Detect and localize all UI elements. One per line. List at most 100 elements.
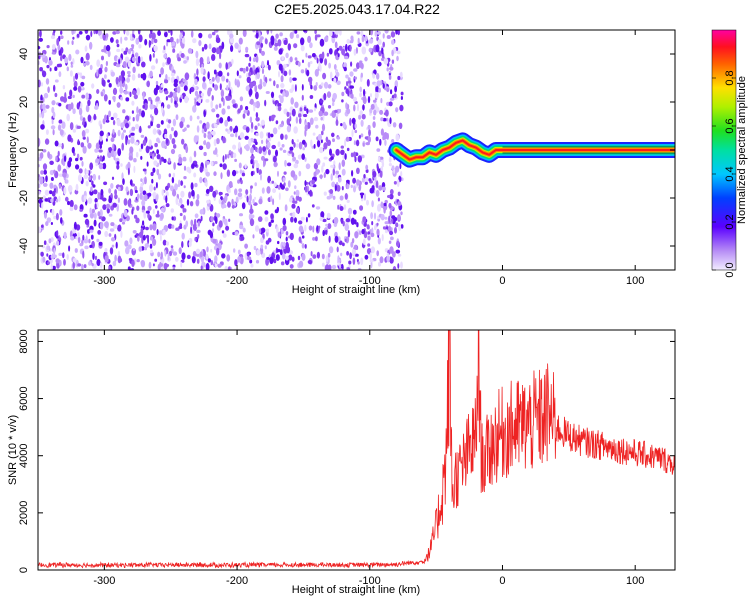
- spectrogram-cell: [62, 252, 65, 259]
- spectrogram-cell: [168, 173, 171, 178]
- spectrogram-cell: [321, 51, 325, 60]
- spectrogram-cell: [377, 237, 381, 245]
- spectrogram-cell: [201, 47, 205, 52]
- spectrogram-cell: [334, 235, 339, 243]
- spectrogram-cell: [67, 40, 70, 45]
- spectrogram-cell: [281, 251, 286, 260]
- spectrogram-cell: [289, 76, 292, 83]
- spectrogram-cell: [105, 61, 108, 66]
- spectrogram-cell: [98, 162, 104, 170]
- spectrogram-cell: [157, 30, 162, 36]
- spectrogram-cell: [43, 240, 47, 245]
- spectrogram-cell: [157, 263, 161, 270]
- spectrogram-cell: [213, 171, 217, 177]
- spectrogram-cell: [377, 39, 382, 45]
- spectrogram-cell: [282, 225, 287, 232]
- spectrogram-cell: [111, 176, 115, 180]
- spectrogram-cell: [68, 245, 71, 252]
- spectrogram-cell: [72, 128, 77, 133]
- spectrogram-cell: [229, 150, 232, 154]
- spectrogram-cell: [146, 80, 150, 88]
- spectrogram-cell: [290, 170, 296, 178]
- spectrogram-cell: [389, 193, 394, 200]
- spectrogram-cell: [205, 99, 210, 103]
- spectrogram-cell: [152, 128, 157, 135]
- spectrogram-cell: [340, 123, 343, 127]
- spectrogram-cell: [319, 216, 324, 222]
- spectrogram-cell: [261, 68, 265, 75]
- spectrogram-cell: [103, 94, 108, 102]
- spectrogram-cell: [172, 266, 176, 270]
- spectrogram-cell: [231, 58, 234, 65]
- spectrogram-cell: [189, 201, 194, 207]
- spectrogram-cell: [195, 58, 199, 66]
- spectrogram-cell: [85, 169, 89, 175]
- spectrogram-cell: [117, 224, 122, 232]
- spectrogram-cell: [290, 216, 294, 223]
- spectrogram-cell: [250, 204, 253, 212]
- spectrogram-cell: [156, 137, 160, 143]
- x-tick-label: -300: [93, 275, 115, 287]
- spectrogram-cell: [131, 90, 137, 95]
- spectrogram-cell: [326, 212, 331, 219]
- spectrogram-cell: [182, 156, 187, 161]
- spectrogram-cell: [114, 254, 117, 262]
- spectrogram-cell: [380, 117, 384, 122]
- spectrogram-cell: [374, 91, 379, 99]
- spectrogram-cell: [231, 198, 234, 206]
- spectrogram-cell: [327, 223, 332, 230]
- spectrogram-cell: [392, 122, 397, 128]
- spectrogram-cell: [381, 234, 384, 242]
- spectrogram-cell: [167, 223, 173, 229]
- spectrogram-cell: [236, 80, 241, 88]
- spectrogram-cell: [116, 161, 120, 166]
- spectrogram-cell: [225, 62, 228, 70]
- spectrogram-cell: [40, 251, 44, 257]
- spectrogram-cell: [100, 123, 103, 130]
- spectrogram-cell: [303, 113, 308, 118]
- spectrogram-cell: [46, 246, 50, 250]
- spectrogram-cell: [127, 167, 130, 176]
- spectrogram-cell: [311, 179, 316, 185]
- spectrogram-cell: [254, 141, 258, 145]
- spectrogram-cell: [276, 206, 279, 213]
- spectrogram-cell: [276, 249, 281, 253]
- spectrogram-cell: [50, 222, 54, 225]
- spectrogram-cell: [316, 169, 319, 175]
- spectrogram-cell: [216, 118, 220, 126]
- spectrogram-cell: [84, 218, 90, 225]
- spectrogram-cell: [372, 121, 376, 128]
- spectrogram-cell: [121, 134, 124, 140]
- spectrogram-cell: [393, 181, 397, 185]
- spectrogram-cell: [260, 244, 264, 249]
- spectrogram-cell: [372, 73, 376, 79]
- spectrogram-cell: [96, 69, 99, 77]
- spectrogram-cell: [346, 38, 350, 44]
- spectrogram-cell: [347, 80, 352, 84]
- spectrogram-cell: [186, 254, 191, 260]
- spectrogram-cell: [370, 246, 375, 254]
- spectrogram-cell: [212, 222, 215, 227]
- spectrogram-cell: [325, 223, 328, 227]
- spectrogram-cell: [386, 35, 391, 39]
- spectrogram-cell: [129, 33, 133, 41]
- spectrogram-cell: [63, 258, 66, 266]
- spectrogram-cell: [129, 179, 133, 186]
- spectrogram-cell: [270, 30, 273, 34]
- spectrogram-cell: [152, 193, 155, 197]
- spectrogram-cell: [107, 208, 110, 214]
- spectrogram-cell: [164, 79, 169, 84]
- spectrogram-cell: [301, 139, 306, 145]
- spectrogram-cell: [203, 151, 207, 157]
- spectrogram-cell: [69, 89, 73, 97]
- spectrogram-cell: [131, 100, 135, 106]
- spectrogram-cell: [138, 34, 143, 43]
- spectrogram-cell: [38, 138, 41, 146]
- spectrogram-cell: [271, 144, 277, 150]
- spectrogram-cell: [144, 38, 148, 46]
- spectrogram-cell: [357, 155, 362, 163]
- spectrogram-cell: [120, 230, 123, 238]
- spectrogram-cell: [191, 189, 195, 197]
- spectrogram-cell: [371, 221, 374, 226]
- spectrogram-cell: [354, 156, 357, 163]
